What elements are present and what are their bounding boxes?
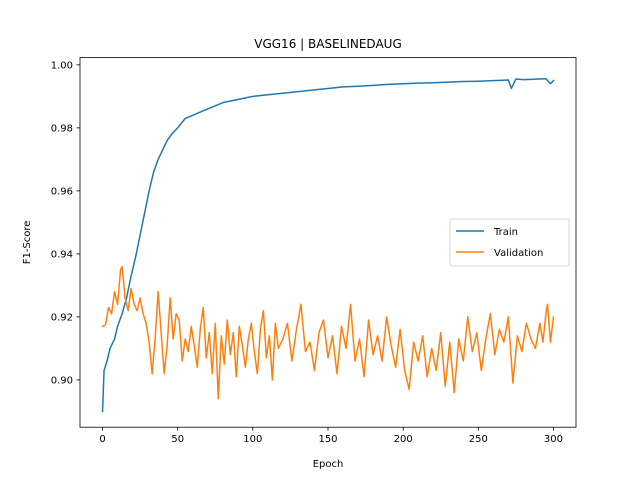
y-tick-label: 0.96: [51, 186, 73, 197]
chart-title: VGG16 | BASELINEDAUG: [254, 37, 402, 51]
x-tick-label: 250: [469, 434, 488, 445]
y-axis-label: F1-Score: [22, 221, 33, 265]
series-line-train: [101, 77, 555, 413]
x-tick-label: 0: [99, 434, 105, 445]
y-tick-label: 0.90: [51, 375, 73, 386]
series-layer: [101, 77, 555, 413]
x-tick-label: 100: [243, 434, 262, 445]
legend: Train Validation: [449, 218, 570, 267]
y-tick-label: 1.00: [51, 60, 73, 71]
x-tick-label: 150: [318, 434, 337, 445]
legend-label-validation: Validation: [494, 248, 543, 259]
y-tick-label: 0.92: [51, 312, 73, 323]
legend-label-train: Train: [493, 227, 518, 238]
y-tick-label: 0.94: [51, 249, 73, 260]
series-line-validation: [101, 265, 555, 400]
x-tick-label: 200: [394, 434, 413, 445]
y-tick-label: 0.98: [51, 123, 73, 134]
x-tick-label: 50: [171, 434, 184, 445]
x-axis: 0 50 100 150 200 250 300: [99, 427, 563, 445]
y-axis: 0.90 0.92 0.94 0.96 0.98 1.00: [51, 60, 80, 386]
x-axis-label: Epoch: [313, 459, 344, 470]
x-tick-label: 300: [544, 434, 563, 445]
